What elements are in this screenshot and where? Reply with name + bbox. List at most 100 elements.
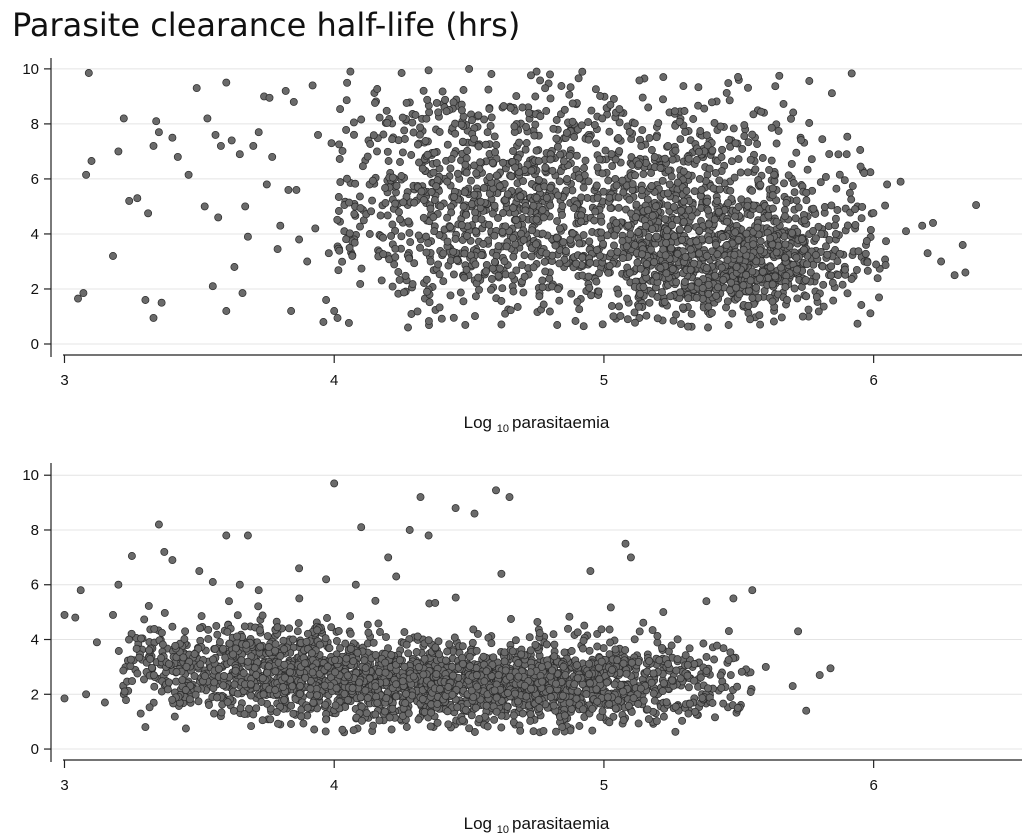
data-point — [522, 139, 531, 147]
data-point — [534, 157, 543, 166]
data-point — [314, 130, 322, 139]
data-point — [405, 526, 414, 534]
data-point — [743, 201, 752, 210]
data-point — [446, 164, 455, 173]
data-point — [319, 318, 328, 326]
data-point — [484, 85, 493, 94]
data-point — [559, 238, 568, 247]
data-point — [422, 275, 431, 284]
data-point — [254, 602, 263, 611]
data-point — [132, 644, 141, 653]
data-point — [751, 165, 760, 174]
data-point — [572, 694, 581, 703]
data-point — [150, 682, 159, 691]
data-point — [577, 121, 586, 130]
data-point — [553, 142, 562, 151]
data-point — [382, 106, 391, 115]
data-point — [676, 288, 685, 297]
data-point — [818, 262, 827, 271]
data-point — [800, 245, 808, 254]
data-point — [734, 235, 743, 244]
data-point — [848, 182, 857, 191]
data-point — [402, 723, 411, 731]
data-point — [546, 183, 555, 192]
data-point — [658, 176, 667, 185]
data-point — [529, 263, 538, 272]
data-point — [539, 300, 548, 309]
data-point — [702, 131, 711, 140]
data-point — [863, 266, 872, 275]
data-point — [530, 131, 539, 140]
data-point — [416, 243, 424, 252]
data-point — [497, 723, 506, 732]
data-point — [781, 253, 790, 262]
data-point — [847, 195, 856, 204]
data-point — [794, 627, 803, 636]
data-point — [626, 553, 635, 562]
data-point — [863, 258, 872, 267]
data-point — [447, 155, 456, 163]
data-point — [141, 723, 150, 732]
data-point — [851, 205, 859, 214]
data-point — [274, 719, 282, 728]
data-point — [432, 98, 441, 107]
data-point — [595, 269, 603, 278]
data-point — [746, 276, 755, 285]
data-point — [500, 657, 509, 666]
data-point — [243, 531, 252, 540]
data-point — [787, 159, 796, 168]
data-point — [453, 169, 462, 178]
data-point — [492, 141, 501, 149]
data-point — [542, 106, 551, 115]
data-point — [823, 250, 832, 259]
data-point — [609, 312, 618, 321]
data-point — [349, 726, 358, 735]
data-point — [461, 320, 470, 329]
data-point — [668, 265, 677, 274]
data-point — [672, 666, 681, 675]
data-point — [627, 153, 636, 162]
data-point — [634, 302, 643, 311]
data-point — [374, 619, 383, 628]
data-point — [539, 213, 548, 222]
data-point — [723, 217, 732, 226]
data-point — [635, 627, 644, 636]
data-point — [366, 140, 375, 148]
data-point — [555, 259, 564, 268]
data-point — [391, 253, 400, 262]
data-point — [827, 262, 836, 271]
data-point — [340, 689, 349, 698]
data-point — [422, 232, 430, 241]
data-point — [804, 305, 813, 314]
data-point — [827, 89, 836, 98]
data-point — [450, 633, 459, 642]
data-point — [371, 596, 380, 605]
data-point — [322, 715, 330, 724]
data-point — [414, 715, 423, 724]
data-point — [656, 164, 665, 172]
data-point — [532, 67, 541, 76]
data-point — [408, 280, 417, 289]
data-point — [779, 99, 788, 108]
data-point — [672, 310, 680, 319]
data-point — [160, 608, 169, 617]
data-point — [509, 147, 517, 156]
data-point — [420, 654, 429, 663]
data-point — [767, 156, 776, 165]
data-point — [550, 640, 559, 649]
data-point — [271, 640, 280, 649]
data-point — [532, 193, 541, 202]
data-point — [430, 227, 439, 236]
data-point — [626, 230, 635, 239]
data-point — [665, 180, 674, 189]
data-point — [758, 154, 767, 162]
data-point — [181, 724, 190, 733]
data-point — [794, 203, 803, 212]
data-point — [460, 249, 469, 258]
data-point — [673, 178, 682, 187]
data-point — [426, 204, 435, 213]
data-point — [472, 646, 481, 655]
data-point — [614, 696, 623, 705]
data-point — [647, 146, 656, 154]
data-point — [404, 254, 413, 263]
